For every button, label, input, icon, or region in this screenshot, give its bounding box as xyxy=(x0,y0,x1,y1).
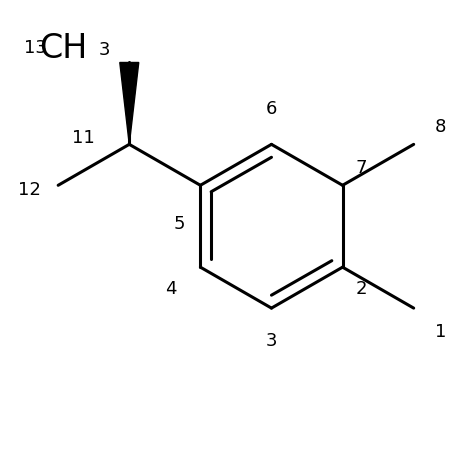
Text: 7: 7 xyxy=(356,159,367,177)
Text: 13: 13 xyxy=(24,39,46,57)
Text: 4: 4 xyxy=(165,280,177,298)
Text: 2: 2 xyxy=(356,280,367,298)
Text: 3: 3 xyxy=(99,41,110,59)
Text: 3: 3 xyxy=(266,332,277,350)
Text: 11: 11 xyxy=(72,129,95,147)
Text: CH: CH xyxy=(39,32,87,65)
Polygon shape xyxy=(120,63,139,145)
Text: 5: 5 xyxy=(174,215,185,233)
Text: 8: 8 xyxy=(435,118,447,136)
Text: 6: 6 xyxy=(266,100,277,118)
Text: 12: 12 xyxy=(18,181,41,199)
Text: 1: 1 xyxy=(435,323,447,341)
